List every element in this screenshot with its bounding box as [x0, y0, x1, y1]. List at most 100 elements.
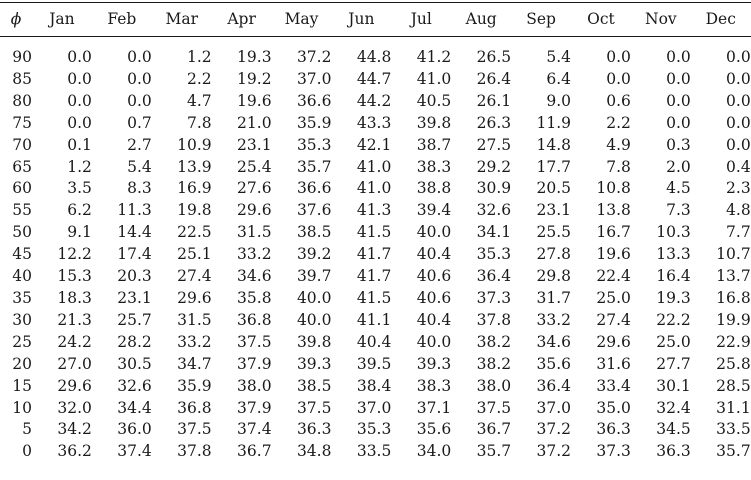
- value-cell: 6.4: [546, 69, 572, 88]
- table-row: 50 9.1 14.4 22.5 31.5 38.5 41.5 40.0 34.1 25.5 16.…: [0, 222, 750, 244]
- value-cell: 27.7: [656, 354, 691, 373]
- latitude-cell: 80: [12, 91, 32, 110]
- value-cell: 40.6: [416, 288, 452, 307]
- value-cell: 33.5: [716, 420, 751, 439]
- value-cell: 2.0: [666, 157, 691, 176]
- value-cell: 38.8: [416, 179, 452, 198]
- value-cell: 2.2: [187, 69, 212, 88]
- value-cell: 29.6: [596, 332, 631, 351]
- value-cell: 25.8: [716, 354, 751, 373]
- value-cell: 21.3: [57, 310, 92, 329]
- value-cell: 38.2: [476, 332, 512, 351]
- value-cell: 22.5: [177, 223, 212, 242]
- value-cell: 14.8: [536, 135, 572, 154]
- value-cell: 34.4: [117, 398, 152, 417]
- value-cell: 13.9: [177, 157, 212, 176]
- value-cell: 0.0: [67, 69, 92, 88]
- value-cell: 25.4: [237, 157, 272, 176]
- value-cell: 29.6: [57, 376, 92, 395]
- value-cell: 37.1: [416, 398, 452, 417]
- value-cell: 37.9: [237, 354, 272, 373]
- table-row: 70 0.1 2.7 10.9 23.1 35.3 42.1 38.7 27.5 14.8 4.9 0…: [0, 135, 751, 157]
- value-cell: 4.7: [187, 91, 212, 110]
- value-cell: 36.6: [296, 91, 332, 110]
- value-cell: 19.3: [656, 288, 691, 307]
- table-body: 90 0.0 0.0 1.2 19.3 37.2 44.8 41.2 26.5 5.4 0.0 0.0…: [0, 37, 751, 463]
- header-month: Dec: [705, 9, 736, 28]
- value-cell: 31.7: [536, 288, 572, 307]
- value-cell: 27.4: [177, 267, 212, 286]
- value-cell: 16.4: [656, 267, 691, 286]
- latitude-cell: 35: [12, 288, 32, 307]
- value-cell: 0.1: [67, 135, 92, 154]
- header-month: Jun: [348, 9, 375, 28]
- value-cell: 34.5: [656, 420, 691, 439]
- value-cell: 34.6: [237, 267, 272, 286]
- value-cell: 20.5: [536, 179, 572, 198]
- value-cell: 7.8: [187, 113, 212, 132]
- value-cell: 35.8: [237, 288, 272, 307]
- value-cell: 4.5: [666, 179, 691, 198]
- value-cell: 15.3: [57, 267, 92, 286]
- value-cell: 22.2: [656, 310, 691, 329]
- value-cell: 41.7: [356, 267, 392, 286]
- value-cell: 11.9: [536, 113, 572, 132]
- value-cell: 0.0: [726, 135, 751, 154]
- value-cell: 37.2: [536, 420, 572, 439]
- value-cell: 0.0: [67, 113, 92, 132]
- table-top-rule: [0, 2, 751, 3]
- value-cell: 36.3: [296, 420, 332, 439]
- latitude-cell: 40: [12, 267, 32, 286]
- header-month: Sep: [526, 9, 556, 28]
- value-cell: 11.3: [117, 201, 152, 220]
- value-cell: 10.8: [596, 179, 631, 198]
- value-cell: 37.3: [476, 288, 512, 307]
- value-cell: 23.1: [117, 288, 152, 307]
- value-cell: 29.2: [476, 157, 512, 176]
- latitude-cell: 90: [12, 48, 32, 66]
- value-cell: 40.4: [356, 332, 392, 351]
- value-cell: 44.7: [356, 69, 392, 88]
- header-month: Jul: [410, 9, 432, 28]
- value-cell: 38.0: [237, 376, 272, 395]
- header-month: May: [284, 9, 319, 28]
- value-cell: 41.5: [356, 223, 392, 242]
- value-cell: 38.0: [476, 376, 512, 395]
- value-cell: 34.7: [177, 354, 212, 373]
- table-row: 65 1.2 5.4 13.9 25.4 35.7 41.0 38.3 29.2 17.7 7.8 2…: [0, 157, 750, 179]
- value-cell: 25.5: [536, 223, 572, 242]
- value-cell: 38.3: [416, 157, 452, 176]
- table-row: 30 21.3 25.7 31.5 36.8 40.0 41.1 40.4 37.8 33.2 27…: [0, 310, 750, 332]
- latitude-cell: 10: [12, 398, 32, 417]
- value-cell: 40.4: [416, 310, 452, 329]
- value-cell: 34.8: [296, 442, 332, 461]
- value-cell: 5.4: [546, 48, 572, 66]
- value-cell: 44.2: [356, 91, 392, 110]
- latitude-cell: 15: [12, 376, 32, 395]
- value-cell: 0.0: [726, 91, 751, 110]
- value-cell: 13.3: [656, 245, 691, 264]
- value-cell: 36.4: [536, 376, 572, 395]
- value-cell: 40.6: [416, 267, 452, 286]
- value-cell: 30.9: [476, 179, 512, 198]
- value-cell: 35.3: [356, 420, 392, 439]
- table-row: 90 0.0 0.0 1.2 19.3 37.2 44.8 41.2 26.5 5.4 0.0 0.0…: [0, 37, 750, 69]
- value-cell: 37.8: [476, 310, 512, 329]
- value-cell: 36.4: [476, 267, 512, 286]
- value-cell: 9.1: [67, 223, 92, 242]
- value-cell: 35.0: [596, 398, 631, 417]
- value-cell: 25.0: [656, 332, 691, 351]
- value-cell: 19.3: [237, 48, 272, 66]
- value-cell: 29.8: [536, 267, 572, 286]
- value-cell: 37.5: [177, 420, 212, 439]
- value-cell: 26.4: [476, 69, 512, 88]
- value-cell: 28.2: [117, 332, 152, 351]
- value-cell: 37.8: [177, 442, 212, 461]
- value-cell: 36.3: [656, 442, 691, 461]
- table-row: 75 0.0 0.7 7.8 21.0 35.9 43.3 39.8 26.3 11.9 2.2 0.…: [0, 113, 750, 135]
- value-cell: 27.8: [536, 245, 572, 264]
- value-cell: 6.2: [67, 201, 92, 220]
- value-cell: 10.3: [656, 223, 691, 242]
- value-cell: 25.1: [177, 245, 212, 264]
- value-cell: 41.5: [356, 288, 392, 307]
